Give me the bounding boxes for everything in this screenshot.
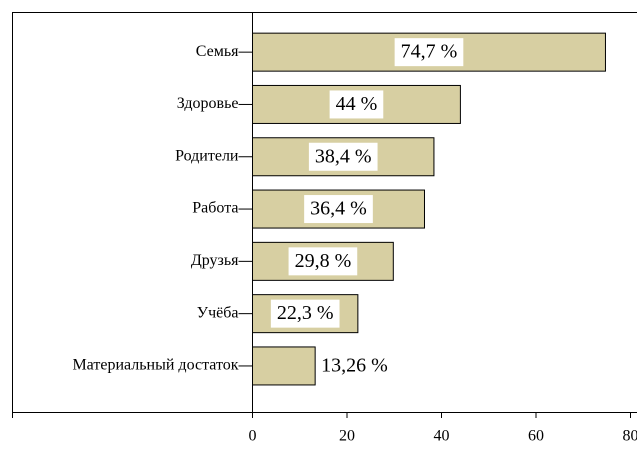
value-label: 44 %	[336, 93, 378, 115]
x-tick-label: 40	[434, 428, 450, 445]
x-tick-label: 20	[339, 428, 355, 445]
value-label: 13,26 %	[321, 355, 388, 377]
x-tick-label: 60	[528, 428, 544, 445]
value-label: 29,8 %	[295, 250, 352, 272]
value-label: 74,7 %	[401, 41, 458, 63]
value-label: 36,4 %	[310, 198, 367, 220]
y-tick-label: Семья	[196, 43, 239, 60]
value-label-bg	[288, 247, 358, 276]
x-tick-label: 0	[249, 428, 257, 445]
y-tick-label: Учёба	[197, 304, 239, 321]
y-tick-label: Работа	[192, 200, 238, 217]
value-label-bg	[394, 38, 464, 67]
value-label: 38,4 %	[315, 145, 372, 167]
y-tick-label: Здоровье	[177, 95, 239, 112]
value-label-bg	[308, 142, 378, 171]
y-tick-label: Родители	[175, 147, 239, 164]
y-tick-label: Материальный достаток	[72, 357, 238, 374]
value-label: 22,3 %	[277, 302, 334, 324]
value-label-bg	[329, 90, 384, 119]
bar	[252, 346, 316, 386]
y-tick-label: Друзья	[191, 252, 239, 269]
x-tick-label: 80	[623, 428, 637, 445]
value-label-bg	[304, 195, 373, 224]
value-label-bg	[270, 299, 340, 328]
